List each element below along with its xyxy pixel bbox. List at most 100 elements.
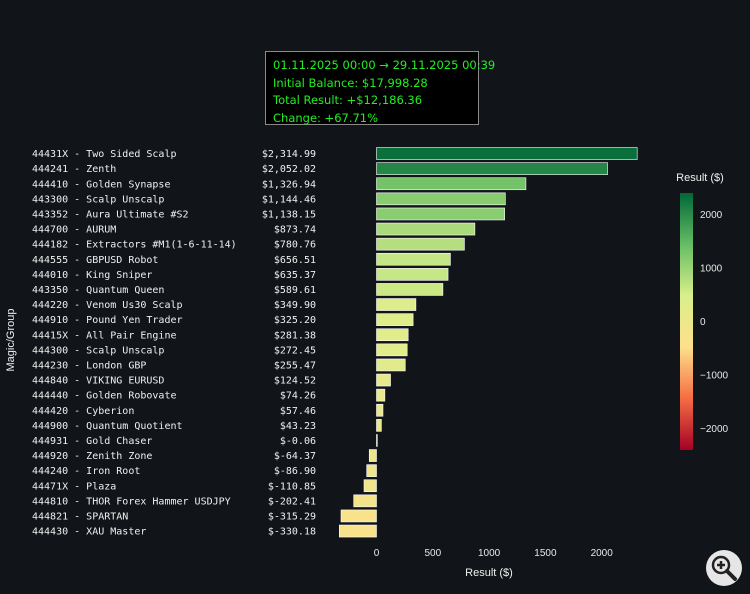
value-label: $281.38 [274,330,316,341]
category-label: 443350 - Quantum Queen [32,285,164,296]
bar [376,434,378,447]
bar [376,177,527,191]
total-result-text: Total Result: +$12,186.36 [273,93,423,107]
bar [376,388,386,402]
bar [376,298,417,311]
value-label: $349.90 [274,300,316,311]
bar [376,268,449,281]
category-label: 444555 - GBPUSD Robot [32,255,158,266]
category-label: 444182 - Extractors #M1(1-6-11-14) [32,240,237,251]
value-label: $74.26 [280,391,316,402]
bar [363,479,377,493]
category-label: 444810 - THOR Forex Hammer USDJPY [32,496,231,507]
zoom-in-icon [711,555,737,581]
category-label: 44471X - Plaza [32,481,116,492]
category-label: 44415X - All Pair Engine [32,330,177,341]
value-label: $255.47 [274,360,316,371]
category-label: 443352 - Aura Ultimate #S2 [32,209,189,220]
value-label: $-202.41 [268,496,316,507]
zoom-button[interactable] [706,550,742,586]
category-label: 443300 - Scalp Unscalp [32,194,164,205]
value-label: $124.52 [274,376,316,387]
bar [376,403,384,417]
bar [368,449,377,462]
category-label: 44431X - Two Sided Scalp [32,149,177,160]
value-label: $873.74 [274,225,316,236]
value-label: $1,144.46 [262,194,316,205]
value-label: $-0.06 [280,436,316,447]
bar [376,237,465,251]
bar [339,524,377,538]
category-label: 444700 - AURUM [32,225,116,236]
value-label: $780.76 [274,240,316,251]
y-axis-title-group: Magic/Group [5,309,17,372]
value-label: $2,052.02 [262,164,316,175]
bar [340,509,377,523]
category-label: 444420 - Cyberion [32,406,134,417]
value-label: $1,326.94 [262,179,316,190]
colorbar-tick-label: −1000 [700,371,729,382]
category-label: 444920 - Zenith Zone [32,451,152,462]
value-label: $1,138.15 [262,209,316,220]
value-label: $-86.90 [274,466,316,477]
category-label: 444241 - Zenth [32,164,116,175]
value-label: $272.45 [274,345,316,356]
value-label: $-330.18 [268,527,316,538]
category-label: 444220 - Venom Us30 Scalp [32,300,183,311]
bar [353,494,377,508]
category-label: 444240 - Iron Root [32,466,140,477]
category-label: 444010 - King Sniper [32,270,152,281]
colorbar-title: Result ($) [676,172,724,184]
value-label: $635.37 [274,270,316,281]
bar [376,222,476,236]
value-label: $325.20 [274,315,316,326]
bar [376,313,414,326]
category-label: 444430 - XAU Master [32,527,146,538]
colorbar-tick-label: 2000 [700,210,723,221]
bar [376,147,638,160]
x-tick-label: 0 [374,548,380,559]
category-label: 444931 - Gold Chaser [32,436,152,447]
colorbar-tick-label: 1000 [700,263,723,274]
value-label: $-110.85 [268,481,316,492]
colorbar-tick-label: −2000 [700,424,729,435]
initial-balance-text: Initial Balance: $17,998.28 [273,75,428,90]
x-tick-label: 2000 [591,548,614,559]
category-label: 444910 - Pound Yen Trader [32,315,183,326]
bar [376,419,382,432]
value-label: $57.46 [280,406,316,417]
value-label: $43.23 [280,421,316,432]
bar [376,162,608,175]
x-tick-label: 1500 [534,548,557,559]
value-label: $2,314.99 [262,149,316,160]
bar [376,192,506,206]
bar [376,207,505,221]
bar [376,358,406,372]
value-label: $589.61 [274,285,316,296]
category-label: 444410 - Golden Synapse [32,179,170,190]
bar [376,373,391,387]
summary-box: 01.11.2025 00:00 → 29.11.2025 00:39 Init… [265,51,496,125]
bar [376,252,451,266]
bar [366,464,377,477]
x-tick-label: 1000 [478,548,501,559]
colorbar-tick-label: 0 [700,317,706,328]
bar [376,328,409,342]
category-label: 444900 - Quantum Quotient [32,421,183,432]
category-label: 444300 - Scalp Unscalp [32,345,164,356]
value-label: $-315.29 [268,511,316,522]
x-axis-title: Result ($) [465,567,513,579]
colorbar [680,193,693,450]
value-label: $-64.37 [274,451,316,462]
change-text: Change: +67.71% [273,110,379,125]
x-tick-label: 500 [424,548,441,559]
category-label: 444821 - SPARTAN [32,511,128,522]
category-label: 444440 - Golden Robovate [32,391,177,402]
category-label: 444230 - London GBP [32,360,146,371]
date-range-text: 01.11.2025 00:00 → 29.11.2025 00:39 [273,58,496,72]
bar [376,283,444,296]
category-label: 444840 - VIKING EURUSD [32,376,164,387]
value-label: $656.51 [274,255,316,266]
y-axis-title: Magic/Group [5,309,17,372]
